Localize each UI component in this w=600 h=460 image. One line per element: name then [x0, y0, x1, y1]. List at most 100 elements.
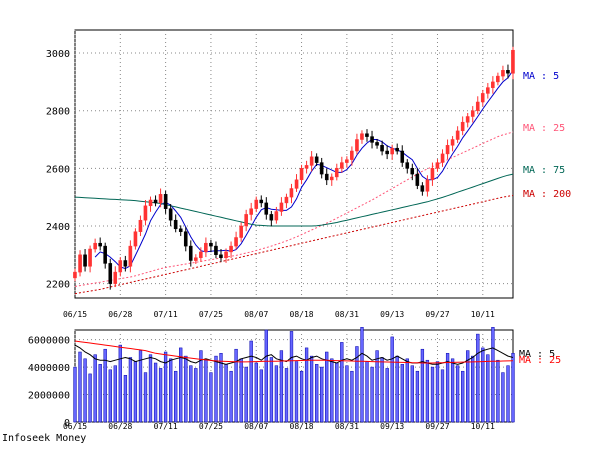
- volume-bar: [355, 346, 359, 423]
- candle-body: [329, 176, 334, 181]
- volume-bar: [78, 351, 82, 423]
- candle-body: [455, 130, 460, 140]
- volume-bar: [461, 370, 465, 423]
- candle-body: [158, 194, 163, 204]
- volume-bar: [88, 373, 92, 423]
- ma-label: MA : 5: [523, 71, 559, 82]
- candle-body: [194, 257, 198, 261]
- candle-body: [98, 242, 102, 247]
- y-tick-label: 4000000: [28, 363, 70, 374]
- volume-bar: [138, 350, 143, 423]
- candle-body: [199, 251, 203, 258]
- x-tick-label: 08/18: [290, 310, 314, 319]
- volume-bar: [340, 342, 344, 423]
- volume-bar: [455, 365, 460, 423]
- volume-bar: [299, 370, 304, 423]
- volume-bar: [194, 368, 198, 423]
- volume-bar: [148, 354, 153, 423]
- volume-bar: [320, 366, 324, 423]
- candle-body: [410, 168, 415, 175]
- candle-body: [269, 214, 274, 221]
- x-tick-label: 06/28: [108, 422, 132, 431]
- volume-bar: [445, 353, 450, 423]
- volume-bar: [103, 348, 107, 423]
- candle-body: [491, 81, 495, 88]
- volume-bar: [174, 370, 178, 423]
- volume-bar: [199, 350, 203, 423]
- volume-bar: [415, 370, 420, 423]
- candle-body: [128, 245, 133, 267]
- candle-body: [440, 153, 445, 163]
- candle-body: [209, 242, 213, 247]
- volume-bar: [395, 355, 399, 423]
- x-tick-label: 08/31: [335, 310, 359, 319]
- source-label: Infoseek Money: [2, 433, 86, 444]
- candle-body: [173, 219, 178, 230]
- volume-bar: [380, 357, 384, 423]
- candle-body: [370, 136, 374, 143]
- volume-bar: [294, 361, 299, 423]
- x-tick-label: 09/13: [380, 422, 404, 431]
- ma25-line: [74, 131, 514, 287]
- candle-body: [264, 202, 269, 215]
- volume-bar: [496, 359, 500, 423]
- candle-body: [480, 93, 485, 103]
- volume-bar: [466, 350, 470, 423]
- candle-body: [360, 133, 364, 140]
- volume-bar: [385, 368, 389, 423]
- volume-bar: [309, 355, 314, 423]
- volume-bar: [239, 358, 243, 423]
- volume-bar: [73, 366, 77, 423]
- volume-bar: [219, 353, 223, 423]
- candle-body: [400, 150, 405, 163]
- volume-bar: [269, 357, 274, 423]
- x-tick-label: 09/27: [425, 310, 449, 319]
- x-tick-label: 09/27: [425, 422, 449, 431]
- candle-body: [304, 165, 309, 169]
- volume-bar: [450, 358, 455, 423]
- volume-bar: [435, 361, 440, 423]
- candle-body: [108, 263, 113, 284]
- candle-body: [324, 173, 329, 181]
- candle-body: [294, 179, 299, 189]
- candle-body: [365, 133, 369, 137]
- candle-body: [405, 162, 410, 169]
- candle-body: [465, 116, 470, 123]
- candle-body: [380, 145, 384, 152]
- volume-bar: [410, 365, 414, 423]
- volume-bar: [224, 364, 228, 423]
- y-tick-label: 2200: [46, 280, 70, 291]
- x-tick-label: 10/11: [471, 310, 495, 319]
- y-tick-label: 2400: [46, 222, 70, 233]
- candle-body: [460, 121, 465, 132]
- volume-bar: [279, 350, 284, 423]
- volume-ma5-line: [74, 344, 514, 365]
- candle-body: [148, 199, 153, 207]
- y-tick-label: 6000000: [28, 336, 70, 347]
- candle-body: [395, 147, 399, 152]
- volume-bar: [204, 359, 208, 423]
- volume-bar: [486, 354, 490, 423]
- y-tick-label: 2000000: [28, 391, 70, 402]
- volume-bar: [390, 336, 394, 423]
- price-panel: 2200 2400 2600 2800 3000 06/15 06/28 07/11 07/25…: [46, 29, 571, 319]
- candle-body: [244, 214, 248, 227]
- x-tick-label: 10/11: [471, 422, 495, 431]
- ma75-line: [74, 173, 514, 227]
- candle-body: [214, 245, 218, 255]
- volume-bar: [481, 347, 485, 423]
- x-tick-label: 06/15: [63, 310, 87, 319]
- candle-body: [204, 242, 208, 253]
- candle-body: [249, 208, 253, 215]
- candle-body: [314, 156, 319, 163]
- x-tick-label: 08/07: [244, 422, 268, 431]
- volume-bar: [189, 365, 193, 423]
- candle-body: [309, 156, 314, 166]
- volume-bar: [98, 364, 102, 423]
- volume-bar: [304, 347, 309, 423]
- candle-body: [496, 75, 500, 83]
- candle-body: [511, 49, 515, 74]
- candle-body: [334, 168, 339, 178]
- candle-body: [375, 142, 379, 146]
- candle-body: [118, 260, 123, 273]
